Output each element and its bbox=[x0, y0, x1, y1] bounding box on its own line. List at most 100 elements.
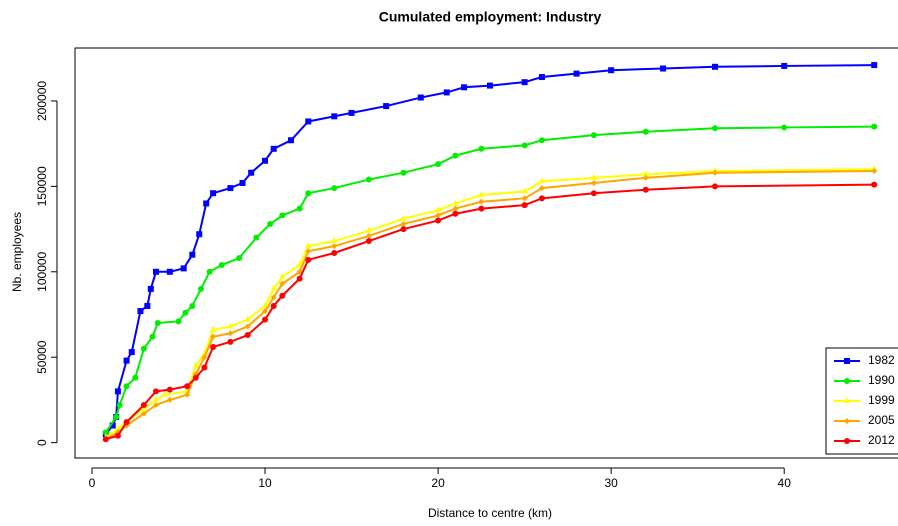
y-tick-label: 150000 bbox=[35, 166, 49, 206]
marker bbox=[660, 65, 667, 72]
marker bbox=[210, 325, 217, 332]
marker bbox=[116, 402, 123, 409]
marker bbox=[871, 123, 878, 130]
marker bbox=[296, 260, 303, 267]
marker bbox=[279, 280, 286, 287]
marker bbox=[452, 152, 459, 159]
series-line bbox=[105, 170, 875, 441]
marker bbox=[244, 332, 251, 338]
marker bbox=[305, 118, 312, 125]
marker bbox=[590, 190, 597, 197]
marker bbox=[218, 261, 225, 268]
marker bbox=[123, 419, 130, 426]
marker bbox=[154, 320, 161, 327]
marker bbox=[210, 343, 217, 350]
marker bbox=[331, 243, 338, 250]
marker bbox=[844, 378, 850, 384]
marker bbox=[140, 402, 147, 409]
marker bbox=[573, 70, 580, 77]
marker bbox=[590, 179, 597, 186]
marker bbox=[871, 181, 878, 188]
x-tick-label: 10 bbox=[258, 476, 272, 490]
marker bbox=[348, 109, 355, 116]
legend-label: 2005 bbox=[868, 413, 895, 427]
marker bbox=[844, 397, 850, 403]
marker bbox=[189, 251, 196, 258]
marker bbox=[365, 238, 372, 245]
chart-title: Cumulated employment: Industry bbox=[379, 9, 602, 25]
marker bbox=[452, 205, 459, 212]
marker bbox=[137, 308, 144, 315]
marker bbox=[114, 432, 121, 439]
marker bbox=[365, 226, 372, 233]
marker bbox=[871, 168, 878, 174]
marker bbox=[236, 255, 243, 262]
marker bbox=[152, 268, 159, 275]
marker bbox=[152, 402, 159, 409]
marker bbox=[147, 285, 154, 292]
marker bbox=[270, 284, 277, 291]
legend-label: 1990 bbox=[868, 373, 895, 387]
marker bbox=[227, 330, 234, 337]
marker bbox=[113, 414, 120, 420]
marker bbox=[521, 202, 528, 209]
marker bbox=[102, 429, 109, 436]
marker bbox=[262, 308, 269, 315]
marker bbox=[227, 322, 234, 329]
marker bbox=[296, 205, 303, 212]
marker bbox=[210, 190, 217, 197]
marker bbox=[400, 220, 407, 227]
marker bbox=[608, 67, 615, 74]
marker bbox=[140, 410, 147, 417]
marker bbox=[642, 186, 649, 193]
marker bbox=[128, 349, 135, 356]
marker bbox=[201, 354, 208, 361]
marker bbox=[189, 302, 196, 309]
marker bbox=[383, 103, 390, 110]
marker bbox=[781, 62, 788, 69]
marker bbox=[400, 226, 407, 233]
series-line bbox=[105, 183, 875, 441]
marker bbox=[711, 169, 718, 176]
marker bbox=[305, 256, 312, 263]
marker bbox=[196, 231, 203, 238]
marker bbox=[287, 137, 294, 144]
marker bbox=[711, 183, 718, 190]
marker bbox=[400, 169, 407, 176]
marker bbox=[331, 113, 338, 120]
marker bbox=[478, 198, 485, 205]
marker bbox=[132, 374, 139, 381]
marker bbox=[478, 190, 485, 197]
marker bbox=[781, 124, 788, 131]
marker bbox=[109, 422, 116, 429]
marker bbox=[331, 185, 338, 192]
marker bbox=[521, 195, 528, 202]
marker bbox=[203, 200, 210, 207]
marker bbox=[184, 383, 191, 390]
marker bbox=[642, 174, 649, 181]
marker bbox=[201, 364, 208, 371]
marker bbox=[400, 214, 407, 221]
plot-box bbox=[74, 47, 898, 459]
marker bbox=[871, 62, 878, 69]
marker bbox=[166, 396, 173, 403]
marker bbox=[244, 323, 251, 330]
marker bbox=[844, 418, 850, 424]
x-tick-label: 30 bbox=[604, 476, 618, 490]
marker bbox=[642, 128, 649, 135]
marker bbox=[844, 438, 850, 444]
marker bbox=[149, 333, 156, 340]
x-tick-label: 20 bbox=[431, 476, 445, 490]
legend-label: 2012 bbox=[868, 433, 895, 447]
marker bbox=[197, 285, 204, 292]
y-axis-title: Nb. employees bbox=[10, 212, 24, 292]
marker bbox=[331, 250, 338, 256]
marker bbox=[227, 185, 234, 192]
marker bbox=[844, 358, 850, 364]
marker bbox=[239, 179, 246, 186]
marker bbox=[478, 205, 485, 212]
marker bbox=[192, 374, 199, 381]
series-line bbox=[105, 168, 875, 439]
marker bbox=[253, 234, 260, 241]
